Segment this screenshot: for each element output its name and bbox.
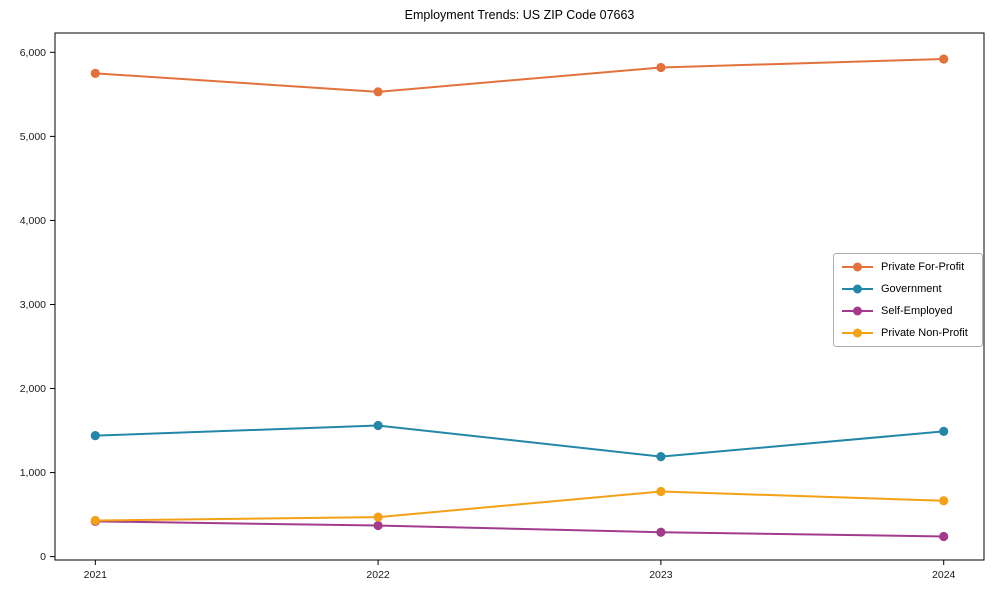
legend-item-government: Government	[842, 283, 974, 295]
legend-marker-dot	[853, 328, 862, 338]
legend-item-private-non-profit: Private Non-Profit	[842, 327, 974, 339]
series-line-private-non-profit	[95, 490, 944, 522]
legend-marker-dot	[853, 306, 862, 316]
x-tick-label: 2023	[649, 569, 673, 581]
data-point-private-for-profit-2023	[656, 62, 666, 73]
data-point-private-non-profit-2023	[656, 486, 666, 497]
series-line-government	[95, 424, 944, 458]
legend-marker-government	[842, 284, 873, 294]
y-tick-label: 6,000	[20, 47, 46, 59]
x-tick-label: 2022	[366, 569, 390, 581]
y-tick-label: 1,000	[20, 467, 46, 479]
plot-border	[54, 32, 985, 561]
series-self-employed	[90, 516, 949, 542]
x-tick-label: 2021	[84, 569, 108, 581]
legend-label: Private Non-Profit	[881, 326, 968, 339]
chart-title: Employment Trends: US ZIP Code 07663	[404, 8, 635, 22]
series-government	[90, 420, 949, 462]
series-line-self-employed	[95, 520, 944, 538]
data-point-government-2024	[939, 426, 949, 437]
series-private-for-profit	[90, 54, 949, 97]
data-point-private-for-profit-2021	[90, 68, 100, 78]
legend-label: Government	[881, 282, 942, 295]
y-tick-label: 2,000	[20, 383, 46, 395]
y-tick-label: 5,000	[20, 131, 46, 143]
legend-marker-self-employed	[842, 306, 873, 316]
legend-marker-dot	[853, 262, 862, 272]
series-private-non-profit	[90, 486, 949, 526]
x-tick-label: 2024	[932, 569, 956, 581]
data-point-government-2022	[373, 420, 383, 431]
series-line-private-for-profit	[95, 58, 944, 93]
legend-label: Self-Employed	[881, 304, 953, 317]
data-point-self-employed-2022	[373, 520, 383, 531]
y-tick-label: 3,000	[20, 299, 46, 311]
data-point-private-non-profit-2022	[373, 512, 383, 522]
legend-item-private-for-profit: Private For-Profit	[842, 261, 974, 273]
data-point-private-non-profit-2021	[90, 515, 100, 526]
data-point-government-2021	[90, 431, 100, 441]
legend-item-self-employed: Self-Employed	[842, 305, 974, 317]
legend-label: Private For-Profit	[881, 260, 965, 273]
y-tick-label: 4,000	[20, 215, 46, 227]
legend-marker-private-non-profit	[842, 328, 873, 338]
data-point-self-employed-2023	[656, 527, 666, 537]
legend-marker-private-for-profit	[842, 262, 873, 272]
data-point-government-2023	[656, 452, 666, 462]
data-point-private-non-profit-2024	[939, 496, 949, 506]
legend: Private For-Profit Government Self-Employe…	[833, 253, 983, 347]
data-point-private-for-profit-2024	[939, 54, 949, 64]
data-point-private-for-profit-2022	[373, 87, 383, 97]
y-tick-label: 0	[40, 551, 46, 563]
data-point-self-employed-2024	[939, 531, 949, 542]
legend-marker-dot	[853, 284, 862, 294]
